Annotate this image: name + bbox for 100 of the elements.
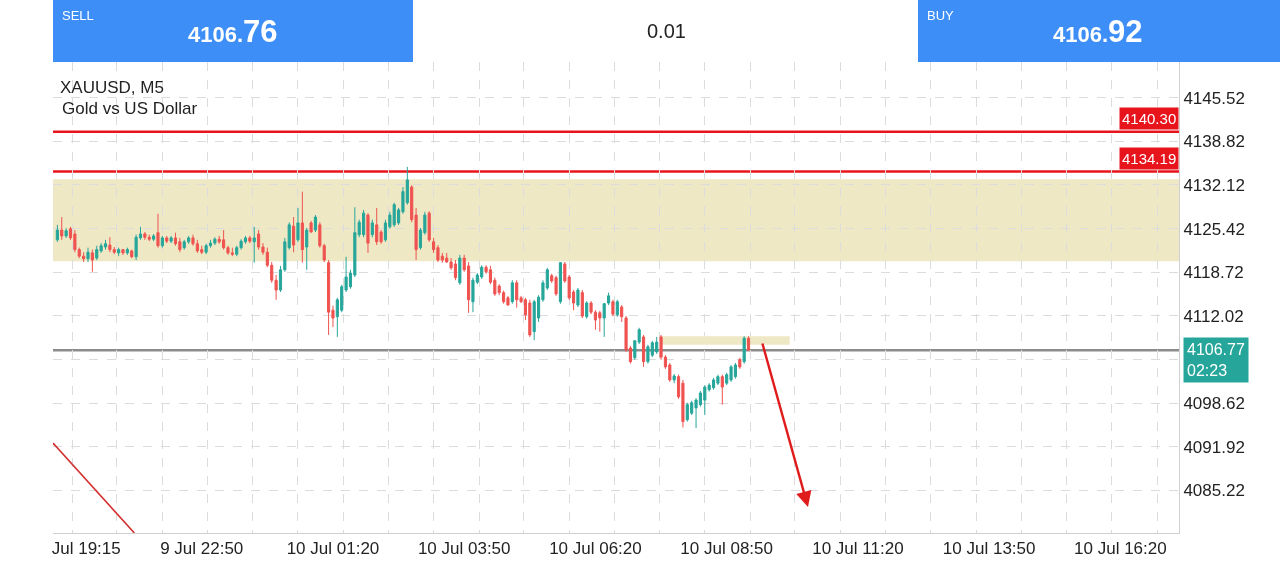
candlestick bbox=[427, 210, 431, 243]
candlestick bbox=[160, 235, 164, 249]
candlestick bbox=[655, 336, 659, 355]
candlestick bbox=[309, 220, 313, 234]
y-tick-label: 4125.42 bbox=[1183, 219, 1245, 239]
x-tick-label: 10 Jul 01:20 bbox=[286, 539, 380, 559]
candlestick bbox=[720, 374, 724, 406]
candlestick bbox=[703, 384, 707, 416]
x-tick-label: Jul 19:15 bbox=[51, 539, 121, 559]
y-tick-label: 4118.72 bbox=[1183, 263, 1244, 283]
y-tick-label: 4145.52 bbox=[1183, 88, 1245, 108]
y-tick-label: 4085.22 bbox=[1183, 481, 1245, 501]
candlestick bbox=[117, 247, 121, 257]
candlestick bbox=[510, 279, 514, 305]
candlestick bbox=[681, 379, 685, 428]
candlestick bbox=[257, 229, 261, 251]
text: 0.01 bbox=[647, 20, 686, 42]
y-tick-label: 4098.62 bbox=[1183, 394, 1245, 414]
candlestick bbox=[585, 300, 589, 320]
y-tick-label: 4132.12 bbox=[1183, 175, 1245, 195]
candlestick bbox=[108, 236, 112, 253]
candlestick bbox=[82, 251, 86, 263]
candlestick bbox=[103, 239, 108, 251]
candlestick bbox=[60, 216, 64, 241]
candlestick bbox=[125, 247, 129, 256]
text: 4106.92 bbox=[1053, 14, 1143, 49]
candlestick bbox=[646, 344, 650, 365]
candlestick bbox=[733, 362, 737, 380]
candlestick bbox=[213, 236, 217, 246]
text: 4106.76 bbox=[188, 14, 278, 49]
candlestick bbox=[742, 335, 746, 365]
candlestick bbox=[222, 229, 226, 251]
candlestick bbox=[313, 214, 318, 233]
ref-line-label: 4134.19 bbox=[1122, 150, 1177, 167]
candlestick bbox=[458, 254, 462, 286]
candlestick bbox=[558, 261, 563, 305]
candlestick bbox=[90, 249, 94, 273]
candlestick bbox=[506, 295, 510, 307]
x-tick-label: 10 Jul 08:50 bbox=[680, 539, 773, 559]
x-tick-label: 9 Jul 22:50 bbox=[160, 539, 244, 559]
candlestick bbox=[620, 304, 624, 323]
candlestick bbox=[711, 377, 716, 391]
candlestick bbox=[738, 357, 742, 370]
candlestick bbox=[143, 231, 147, 241]
y-tick-label: 4091.92 bbox=[1183, 437, 1245, 457]
candlestick bbox=[169, 235, 173, 244]
candlestick bbox=[230, 247, 234, 257]
candlestick bbox=[746, 335, 751, 352]
candlestick bbox=[305, 227, 309, 271]
candlestick bbox=[165, 235, 169, 244]
x-tick-label: 10 Jul 16:20 bbox=[1074, 539, 1167, 559]
candlestick bbox=[392, 202, 396, 228]
y-tick-label: 4138.82 bbox=[1183, 132, 1245, 152]
x-tick-label: 10 Jul 11:20 bbox=[812, 539, 904, 559]
candlestick bbox=[375, 207, 379, 246]
candlestick bbox=[580, 289, 584, 319]
candlestick bbox=[598, 310, 602, 333]
candlestick bbox=[729, 364, 733, 383]
candlestick bbox=[366, 212, 370, 254]
ref-line-label: 4140.30 bbox=[1122, 110, 1177, 127]
y-tick-label: 4112.02 bbox=[1183, 306, 1244, 326]
x-tick-label: 10 Jul 03:50 bbox=[417, 539, 511, 559]
text: 4106.77 02:23 bbox=[1187, 341, 1245, 379]
candlestick bbox=[195, 239, 199, 254]
candlestick bbox=[370, 219, 374, 238]
candlestick bbox=[615, 299, 619, 318]
candlestick bbox=[292, 216, 296, 253]
candlestick bbox=[515, 279, 519, 309]
candlestick bbox=[248, 235, 252, 244]
candlestick bbox=[685, 402, 689, 423]
candlestick bbox=[528, 299, 532, 338]
candlestick bbox=[471, 277, 475, 313]
candlestick bbox=[480, 264, 484, 280]
text: SELL bbox=[62, 8, 94, 23]
candlestick bbox=[147, 234, 151, 242]
x-tick-label: 10 Jul 13:50 bbox=[942, 539, 1036, 559]
candlestick bbox=[121, 248, 125, 256]
text: BUY bbox=[927, 8, 955, 23]
candlestick bbox=[576, 287, 580, 308]
candlestick bbox=[641, 334, 646, 368]
candlestick bbox=[95, 245, 99, 261]
candlestick bbox=[300, 191, 304, 264]
candlestick bbox=[156, 213, 160, 249]
candlestick bbox=[55, 224, 59, 243]
candlestick bbox=[554, 275, 558, 297]
candlestick bbox=[716, 374, 720, 386]
candlestick bbox=[64, 227, 68, 239]
candlestick bbox=[672, 373, 676, 384]
candlestick bbox=[453, 259, 458, 281]
candlestick bbox=[178, 237, 182, 253]
candlestick bbox=[152, 233, 156, 242]
text: Gold vs US Dollar bbox=[62, 99, 198, 118]
candlestick bbox=[182, 239, 186, 251]
x-tick-label: 10 Jul 06:20 bbox=[549, 539, 642, 559]
candlestick bbox=[327, 259, 331, 336]
candlestick bbox=[296, 207, 300, 243]
text: XAUUSD, M5 bbox=[60, 77, 164, 97]
candlestick bbox=[130, 249, 134, 259]
candlestick bbox=[86, 247, 90, 263]
candlestick bbox=[611, 299, 615, 317]
